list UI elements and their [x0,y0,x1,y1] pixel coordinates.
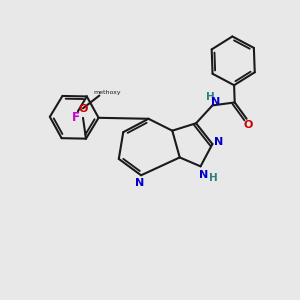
Text: H: H [206,92,214,102]
Text: N: N [212,98,220,107]
Text: H: H [208,172,217,183]
Text: O: O [78,104,88,114]
Text: N: N [135,178,144,188]
Text: F: F [71,111,80,124]
Text: N: N [214,137,224,147]
Text: O: O [243,120,253,130]
Text: N: N [199,170,208,180]
Text: methoxy: methoxy [93,90,121,95]
